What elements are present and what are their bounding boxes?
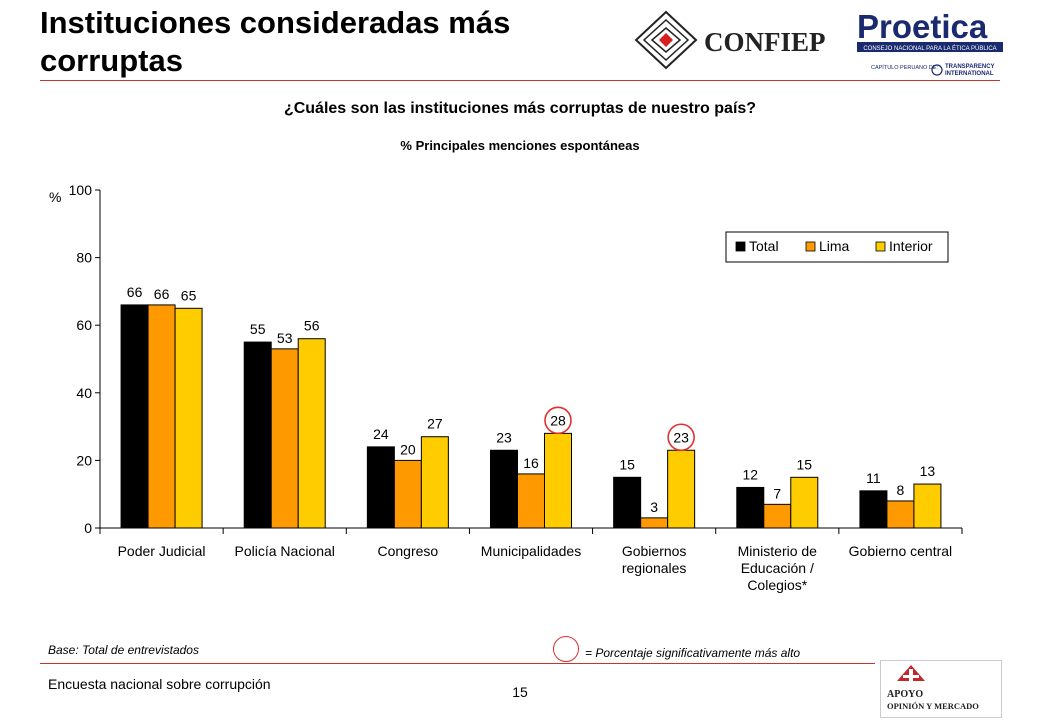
bar-total: [243, 341, 272, 529]
bar-lima: [886, 500, 915, 529]
legend-label: Lima: [819, 238, 850, 254]
x-tick-label: Congreso: [378, 543, 439, 559]
data-label: 12: [742, 466, 758, 482]
bar-lima: [270, 348, 299, 529]
legend-swatch-interior: [875, 241, 886, 252]
bar-interior: [544, 432, 572, 529]
data-label: 28: [550, 412, 566, 428]
page-number: 15: [512, 684, 528, 700]
data-label: 55: [250, 321, 266, 337]
bar-interior: [420, 436, 449, 529]
chart-subtitle: % Principales menciones espontáneas: [400, 138, 640, 153]
apoyo-emblem-icon: [897, 665, 925, 683]
confiep-logo: CONFIEP: [634, 10, 826, 70]
bar-lima: [763, 503, 792, 529]
x-tick-label: Gobiernos: [622, 543, 687, 559]
base-note: Base: Total de entrevistados: [48, 643, 199, 657]
data-label: 13: [920, 463, 936, 479]
x-tick-label: Policía Nacional: [235, 543, 335, 559]
data-label: 23: [673, 429, 689, 445]
bar-lima: [517, 473, 545, 529]
globe-icon: [931, 64, 943, 76]
y-tick-label: 0: [84, 520, 92, 536]
confiep-wordmark: CONFIEP: [704, 27, 826, 57]
data-label: 20: [400, 441, 416, 457]
data-label: 7: [773, 485, 781, 501]
x-tick-label: Ministerio de: [738, 543, 818, 559]
bar-interior: [790, 476, 819, 529]
data-label: 11: [866, 470, 881, 486]
bar-total: [366, 446, 395, 529]
bar-total: [120, 304, 149, 529]
proetica-chapter: CAPÍTULO PERUANO DE:: [871, 64, 938, 71]
proetica-logo: Proetica CONSEJO NACIONAL PARA LA ÉTICA …: [857, 8, 1003, 77]
bar-total: [613, 476, 642, 529]
bar-interior: [913, 483, 942, 529]
significance-circle: [544, 406, 572, 435]
ti-line-2: INTERNATIONAL: [945, 71, 994, 77]
data-label: 27: [427, 416, 443, 432]
y-tick-label: 20: [76, 452, 92, 468]
legend-label: Interior: [889, 238, 933, 254]
bar-interior: [667, 449, 696, 529]
legend-swatch-total: [735, 241, 746, 252]
apoyo-logo: APOYO OPINIÓN Y MERCADO: [880, 660, 1002, 718]
x-tick-label: regionales: [622, 560, 687, 576]
y-tick-label: 100: [69, 182, 93, 198]
bar-chart: 0 20 40 60 80 100% 66 66 65 Poder Judicial 55 53 56 P…: [49, 182, 963, 593]
y-tick-label: 40: [76, 385, 92, 401]
data-label: 53: [277, 330, 293, 346]
bar-lima: [147, 304, 176, 529]
y-tick-label: 60: [76, 317, 92, 333]
x-tick-label: Educación /: [741, 560, 814, 576]
significance-note: = Porcentaje significativamente más alto: [585, 646, 801, 660]
bar-lima: [640, 517, 669, 529]
data-label: 16: [523, 455, 539, 471]
data-label: 15: [796, 456, 812, 472]
significance-circle-icon: [553, 636, 579, 662]
legend-box: [725, 231, 949, 263]
survey-question: ¿Cuáles son las instituciones más corrup…: [283, 100, 757, 117]
x-tick-label: Municipalidades: [481, 543, 581, 559]
apoyo-line-2: OPINIÓN Y MERCADO: [887, 701, 979, 711]
data-label: 66: [154, 286, 170, 302]
legend-swatch-lima: [805, 241, 816, 252]
data-label: 65: [181, 287, 197, 303]
data-label: 56: [304, 318, 320, 334]
bar-interior: [297, 338, 326, 529]
confiep-emblem-icon: [634, 10, 698, 70]
page-title: Instituciones consideradas más corruptas: [40, 5, 511, 78]
data-label: 15: [619, 456, 635, 472]
legend-label: Total: [749, 238, 779, 254]
bar-total: [490, 449, 518, 529]
data-label: 24: [373, 426, 389, 442]
title-divider: [40, 80, 1000, 81]
x-tick-label: Gobierno central: [849, 543, 953, 559]
data-label: 23: [496, 429, 512, 445]
ti-line-1: TRANSPARENCY: [945, 64, 995, 70]
bar-total: [736, 486, 765, 529]
bar-interior: [174, 307, 203, 529]
x-tick-label: Poder Judicial: [118, 543, 206, 559]
bar-total: [859, 490, 888, 529]
x-tick-label: Colegios*: [747, 577, 807, 593]
data-label: 8: [897, 482, 905, 498]
survey-name: Encuesta nacional sobre corrupción: [48, 676, 271, 692]
y-axis-label: %: [49, 189, 61, 205]
bar-lima: [393, 459, 422, 529]
y-tick-label: 80: [76, 250, 92, 266]
data-label: 3: [650, 499, 658, 515]
proetica-wordmark: Proetica: [857, 8, 988, 45]
data-label: 66: [127, 284, 143, 300]
apoyo-line-1: APOYO: [887, 689, 923, 700]
footer-divider: [40, 663, 875, 664]
significance-circle: [667, 423, 695, 452]
proetica-subtitle: CONSEJO NACIONAL PARA LA ÉTICA PÚBLICA: [863, 45, 996, 52]
